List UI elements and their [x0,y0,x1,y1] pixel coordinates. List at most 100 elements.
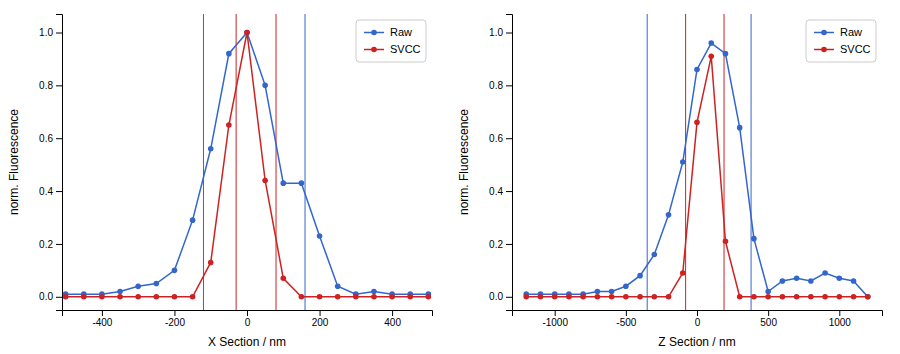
y-tick-label: 1.0 [39,27,53,38]
point [117,294,123,300]
legend: Raw SVCC [806,20,876,62]
point [335,283,341,289]
x-tick-label: 500 [760,317,777,328]
point [865,294,871,300]
y-tick-label: 0.0 [489,291,503,302]
y-tick-mark [506,244,512,245]
x-tick-mark [174,310,175,316]
y-axis-title: norm. Fluorescence [457,109,471,215]
point [63,294,69,300]
vline [751,14,752,310]
x-tick-mark [247,310,248,316]
legend-label: SVCC [390,43,421,55]
point [851,278,857,284]
x-tick: -400 [92,310,112,328]
y-tick: 0.0 [489,291,512,302]
point [609,294,615,300]
vline [724,14,725,310]
legend-item: Raw [814,26,862,38]
point [694,120,700,126]
point [208,260,214,266]
point [262,83,268,89]
vline [276,14,277,310]
x-tick: -500 [616,310,636,328]
x-tick-mark [555,310,556,316]
series-line [526,43,868,297]
legend-item: Raw [364,26,412,38]
x-axis-title: Z Section / nm [658,335,735,349]
point [837,294,843,300]
point [794,275,800,281]
point [737,125,743,131]
y-tick-mark [56,33,62,34]
point [723,238,729,244]
series-line [526,56,868,297]
point [335,294,341,300]
vline [305,14,306,310]
point [317,294,323,300]
point [280,180,286,186]
vline [236,14,237,310]
point [154,294,160,300]
x-tick-label: -500 [616,317,636,328]
y-axis-title: norm. Fluorescence [7,109,21,215]
y-tick: 1.0 [39,27,62,38]
y-axis: 0.00.20.40.60.81.0 [489,15,512,311]
x-tick-label: 0 [245,317,251,328]
legend-marker [371,47,377,53]
x-tick-mark [768,310,769,316]
y-tick-label: 0.2 [39,239,53,250]
y-tick-mark [56,244,62,245]
point [81,294,87,300]
point [808,278,814,284]
y-tick: 0.8 [489,80,512,91]
point [523,294,529,300]
x-tick-label: 200 [312,317,329,328]
y-tick-label: 1.0 [489,27,503,38]
point [244,30,250,36]
x-axis-line [513,311,883,317]
x-tick-mark [839,310,840,316]
x-tick-mark [320,310,321,316]
point [609,289,615,295]
point [780,294,786,300]
point [666,212,672,218]
point [751,294,757,300]
x-axis: -400 -200 0 200 400 [63,310,433,328]
x-axis-line [63,311,433,317]
point [708,53,714,59]
point [623,294,629,300]
y-tick-mark [56,191,62,192]
x-tick-label: 400 [384,317,401,328]
point [371,294,377,300]
x-tick: 500 [760,310,777,328]
point [262,178,268,184]
y-tick-label: 0.8 [39,80,53,91]
x-tick-label: -200 [165,317,185,328]
y-tick: 0.4 [39,186,62,197]
y-tick-mark [506,33,512,34]
point [172,268,178,274]
point [426,294,432,300]
x-tick-label: -400 [92,317,112,328]
point [666,294,672,300]
point [244,30,250,36]
figure: -400-20002004000.00.20.40.60.81.0X Secti… [0,0,900,354]
vline [203,14,204,310]
y-tick-mark [506,85,512,86]
point [680,159,686,165]
legend-item: SVCC [814,43,871,55]
x-tick-mark [392,310,393,316]
y-tick-mark [56,138,62,139]
point [99,294,105,300]
point [566,294,572,300]
point [135,283,141,289]
point [299,180,305,186]
legend: Raw SVCC [356,20,426,62]
y-tick-mark [506,138,512,139]
y-tick-mark [56,297,62,298]
point [353,294,359,300]
point [680,270,686,276]
panel: -1000-500050010000.00.20.40.60.81.0Z Sec… [457,14,883,349]
point [822,270,828,276]
